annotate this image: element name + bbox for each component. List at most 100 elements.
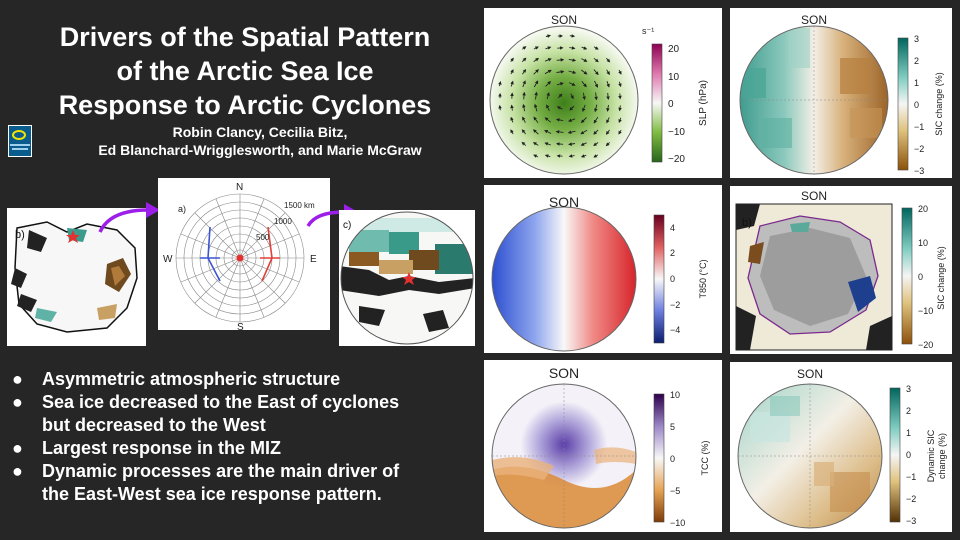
wind-vector (569, 46, 576, 50)
bullet-icon: ● (12, 438, 23, 458)
map-b-label: b) (15, 229, 25, 241)
colorbar-tick: 0 (670, 454, 675, 464)
colorbar-tick: −10 (918, 306, 933, 316)
wind-vector (521, 141, 527, 146)
bullet-icon: ● (12, 461, 23, 481)
wind-vector (522, 116, 526, 123)
wind-vector (581, 81, 587, 88)
wind-vector (510, 129, 514, 135)
panel-season-label: SON (801, 13, 827, 27)
author-line: Robin Clancy, Cecilia Bitz, (172, 124, 348, 140)
wind-vector (594, 92, 598, 101)
logo-text-bar (12, 148, 28, 150)
wind-vector (555, 118, 564, 122)
wind-vector (568, 70, 577, 74)
list-item-line: Largest response in the MIZ (42, 438, 282, 458)
wind-vector (568, 82, 576, 86)
colorbar-tick: 5 (670, 422, 675, 432)
wind-vector (498, 81, 502, 87)
colorbar-tick: 2 (670, 248, 675, 258)
wind-vector (582, 104, 586, 112)
wind-vector (593, 57, 599, 63)
wind-vector (580, 142, 587, 146)
wind-vector (593, 69, 599, 76)
grid-label: a) (178, 204, 186, 214)
wind-vector (533, 69, 539, 75)
author-line: Ed Blanchard-Wrigglesworth, and Marie Mc… (98, 142, 422, 158)
panel-season-label: SON (551, 13, 577, 27)
panel-sic-map: SON b) 20 10 0 −10 −20 SIC change (%) (730, 186, 952, 354)
colorbar-tick: 0 (668, 99, 674, 110)
wind-vector (544, 142, 551, 146)
wind-vector (534, 103, 538, 112)
wind-vector (556, 106, 563, 110)
wind-vector (533, 57, 540, 62)
colorbar-tick: −3 (906, 516, 916, 526)
wind-vector (556, 82, 564, 86)
wind-vector (605, 129, 610, 135)
colorbar-tick: −5 (670, 486, 680, 496)
wind-vector (580, 69, 588, 75)
bullet-icon: ● (12, 369, 23, 389)
colorbar-tick: −10 (668, 127, 685, 138)
wind-vector (557, 93, 563, 99)
wind-vector (545, 34, 551, 38)
colorbar-tick: −3 (914, 166, 924, 176)
wind-vector (522, 46, 527, 50)
ring-label-1000: 1000 (274, 217, 292, 226)
wind-vector (580, 129, 588, 135)
wind-vector (545, 46, 552, 50)
wind-vector (522, 103, 526, 112)
title-line: of the Arctic Sea Ice (116, 56, 374, 86)
institution-logo (8, 125, 32, 157)
wind-vector (533, 46, 539, 50)
wind-vector (556, 142, 564, 146)
wind-vector (498, 104, 502, 111)
wind-vector (534, 91, 538, 100)
colorbar-tick: 4 (670, 223, 675, 233)
wind-vector (569, 34, 576, 38)
colorbar-tick: 20 (668, 44, 680, 55)
wind-vector (532, 129, 539, 135)
wind-vector (522, 80, 526, 88)
wind-vector (544, 117, 551, 123)
panel-t850: SON 4 2 0 −2 −4 T850 (°C) (484, 185, 722, 353)
wind-vector (521, 57, 527, 63)
ring-label-500: 500 (256, 233, 270, 242)
wind-vector (544, 130, 552, 134)
panel-dynamic-sic: SON 3 2 1 0 −1 −2 −3 Dynamic SIC change … (730, 362, 952, 532)
colorbar-tick: 3 (914, 34, 919, 44)
wind-vector (581, 58, 588, 62)
list-item: ● Dynamic processes are the main driver … (12, 460, 482, 506)
wind-vector (618, 81, 622, 88)
wind-vector (544, 69, 552, 75)
colorbar-tick: −2 (914, 144, 924, 154)
wind-vector (593, 142, 599, 147)
list-item: ● Sea ice decreased to the East of cyclo… (12, 391, 482, 437)
colorbar-label: SLP (hPa) (698, 80, 709, 126)
colorbar-tick: −1 (906, 472, 916, 482)
wind-vector (606, 69, 610, 76)
wind-vector (510, 69, 514, 75)
panel-tcc: SON 10 5 0 −5 −10 TCC (%) (484, 360, 722, 532)
colorbar-tick: 1 (914, 78, 919, 88)
wind-vector (510, 57, 514, 62)
colorbar-label: T850 (°C) (698, 259, 708, 298)
colorbar-tick: 3 (906, 384, 911, 394)
wind-vector (606, 57, 611, 63)
wind-vector (569, 105, 575, 111)
cyclone-composite-grid: N S E W a) 1500 km 1000 500 (158, 178, 330, 333)
colorbar-tick: −2 (670, 300, 680, 310)
wind-vector (606, 104, 610, 112)
wind-vector (618, 69, 622, 75)
poster-title: Drivers of the Spatial Pattern of the Ar… (10, 20, 480, 122)
wind-vector (606, 81, 610, 88)
wind-vector (522, 68, 527, 75)
colorbar-tick: 0 (670, 274, 675, 284)
map-c-label: c) (343, 220, 351, 231)
wind-vector (568, 142, 576, 146)
list-item: ● Largest response in the MIZ (12, 437, 482, 460)
wind-vector (618, 129, 622, 135)
colorbar-tick: 10 (918, 238, 928, 248)
colorbar-tick: 1 (906, 428, 911, 438)
